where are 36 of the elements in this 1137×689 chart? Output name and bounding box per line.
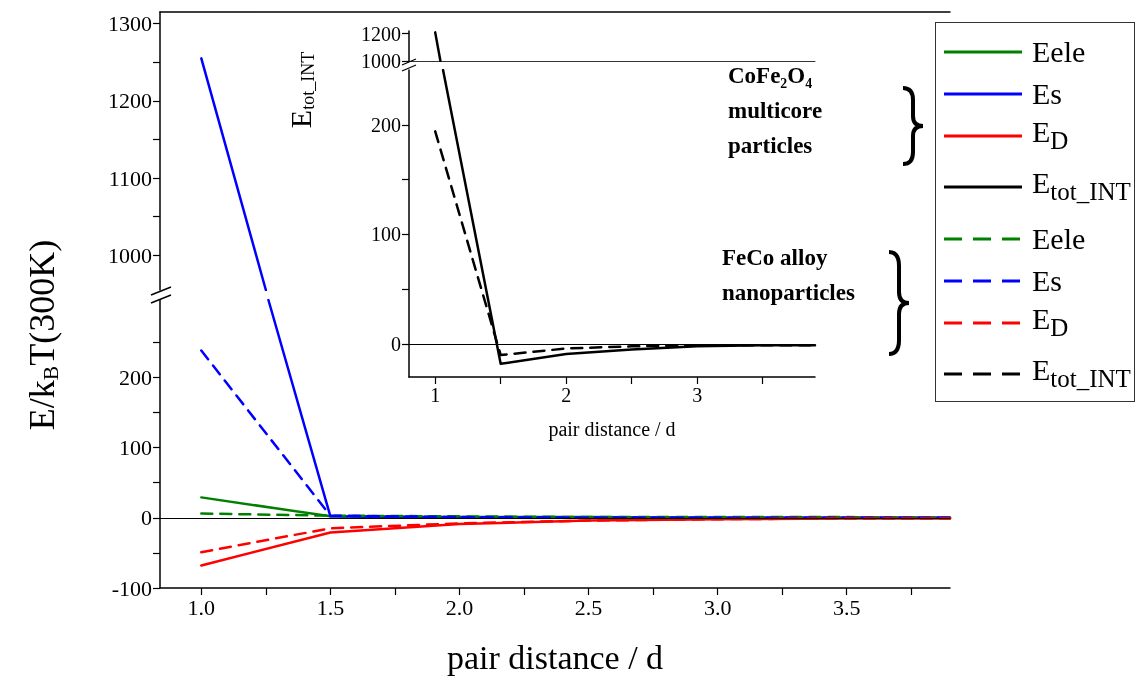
- y-tick-label: 100: [119, 435, 152, 461]
- x-tick-label: 2.5: [574, 594, 603, 620]
- y-axis-title: Etot_INT: [283, 51, 318, 129]
- legend-label: Es: [1032, 77, 1062, 111]
- y-tick-label: 1200: [361, 22, 401, 45]
- y-axis-title: E/kBT(300K): [22, 239, 63, 431]
- y-tick-label: 200: [119, 364, 152, 390]
- legend-label: Eele: [1032, 222, 1086, 256]
- x-tick-label: 2.0: [445, 594, 474, 620]
- x-axis-title: pair distance / d: [548, 418, 676, 441]
- x-tick-label: 1.5: [316, 594, 345, 620]
- x-tick-label: 2: [561, 384, 572, 406]
- y-tick-label: 100: [371, 223, 401, 246]
- y-tick-label: 1200: [108, 88, 152, 114]
- y-tick-label: 1100: [108, 165, 152, 191]
- legend-label: Es: [1032, 264, 1062, 298]
- x-tick-label: 3.5: [832, 594, 861, 620]
- legend-label: E$_{D}$: [1032, 301, 1069, 343]
- x-tick-label: 1: [430, 384, 441, 406]
- y-tick-label: 1000: [108, 242, 152, 268]
- y-tick-label: 1300: [108, 11, 152, 37]
- legend-label: E$_{D}$: [1032, 114, 1069, 156]
- x-tick-label: 3: [692, 384, 703, 406]
- legend-label: Eele: [1032, 35, 1086, 69]
- y-tick-label: 1000: [361, 50, 401, 72]
- x-axis-title: pair distance / d: [446, 638, 664, 676]
- x-tick-label: 3.0: [703, 594, 732, 620]
- y-tick-label: 0: [141, 505, 152, 531]
- y-tick-label: 0: [391, 333, 401, 356]
- x-tick-label: 1.0: [187, 594, 216, 620]
- annotation: FeCo alloy nanoparticles: [722, 245, 855, 305]
- legend-label: E$_{tot_INT}$: [1032, 165, 1131, 207]
- legend-label: E$_{tot_INT}$: [1032, 352, 1131, 394]
- y-tick-label: -100: [111, 575, 152, 601]
- annotation: CoFe₂O₄ multicore particles: [728, 63, 823, 158]
- y-tick-label: 200: [371, 113, 401, 136]
